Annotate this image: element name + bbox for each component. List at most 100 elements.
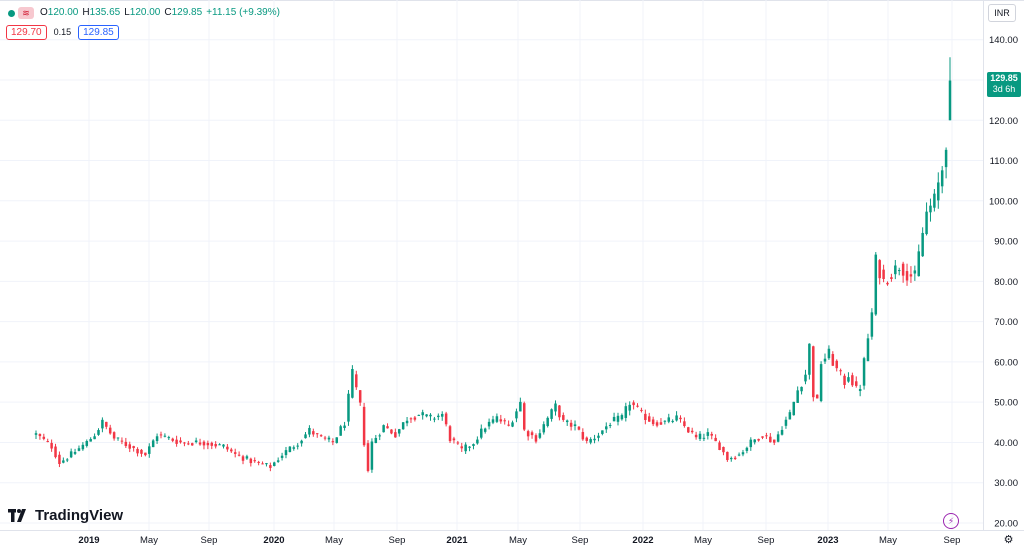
candle bbox=[776, 431, 780, 443]
candle bbox=[784, 416, 788, 429]
candle bbox=[433, 416, 436, 423]
candle bbox=[573, 420, 577, 431]
candle bbox=[835, 359, 838, 372]
close-label: C bbox=[164, 7, 172, 18]
candle bbox=[862, 356, 866, 390]
candle bbox=[460, 442, 464, 452]
candle bbox=[761, 436, 764, 440]
low-label: L bbox=[124, 7, 130, 18]
bid-ask-row: 129.70 0.15 129.85 bbox=[6, 24, 119, 40]
candle bbox=[183, 441, 186, 447]
time-axis[interactable]: 2019 May Sep 2020 May Sep 2021 May Sep 2022 May Sep… bbox=[0, 530, 1024, 547]
candle bbox=[323, 435, 327, 441]
candle bbox=[550, 408, 553, 422]
y-tick-label: 20.00 bbox=[994, 519, 1018, 530]
candle bbox=[464, 442, 467, 454]
candle bbox=[151, 439, 155, 448]
candle bbox=[714, 434, 717, 442]
candle bbox=[429, 413, 432, 421]
candle bbox=[308, 425, 311, 438]
candle bbox=[214, 441, 217, 449]
candle bbox=[558, 404, 561, 421]
candle bbox=[753, 439, 756, 445]
candle bbox=[120, 437, 124, 445]
candle bbox=[800, 386, 803, 395]
y-tick-label: 70.00 bbox=[994, 317, 1018, 328]
candle bbox=[815, 394, 819, 399]
sell-price-button[interactable]: 129.70 bbox=[6, 24, 47, 40]
candle bbox=[58, 451, 61, 468]
candle bbox=[62, 457, 65, 464]
candle bbox=[562, 412, 565, 422]
candle bbox=[894, 259, 897, 280]
status-dot-icon bbox=[8, 9, 15, 17]
y-tick-label: 40.00 bbox=[994, 438, 1018, 449]
candle bbox=[132, 445, 135, 452]
candle bbox=[585, 436, 588, 444]
y-tick-label: 90.00 bbox=[994, 237, 1018, 248]
candle bbox=[612, 412, 616, 422]
candle bbox=[745, 446, 749, 454]
candle bbox=[538, 429, 542, 440]
currency-button[interactable]: INR bbox=[988, 4, 1016, 22]
candle bbox=[218, 443, 221, 446]
candle bbox=[140, 448, 143, 457]
logo-text: TradingView bbox=[35, 507, 124, 524]
candle bbox=[366, 440, 370, 473]
candle bbox=[507, 420, 510, 427]
candle bbox=[808, 343, 811, 380]
candle bbox=[839, 368, 842, 376]
tradingview-logo[interactable]: TradingView bbox=[8, 507, 123, 524]
candle bbox=[589, 437, 592, 445]
candle bbox=[233, 448, 237, 458]
gear-icon[interactable]: ⚙ bbox=[1003, 534, 1014, 546]
candle bbox=[97, 428, 100, 436]
low-value: 120.00 bbox=[129, 7, 161, 18]
last-price-badge: 129.85 3d 6h bbox=[987, 72, 1021, 97]
candle bbox=[124, 437, 128, 448]
candle bbox=[948, 57, 952, 121]
tradingview-logo-icon bbox=[8, 509, 26, 522]
candle bbox=[194, 437, 198, 444]
candle bbox=[319, 434, 323, 438]
wave-toggle-icon[interactable]: ≋ bbox=[18, 7, 34, 19]
candle bbox=[347, 390, 350, 426]
candle bbox=[601, 430, 604, 436]
candle bbox=[870, 308, 874, 340]
candle bbox=[405, 416, 409, 427]
flash-icon[interactable]: ⚡ bbox=[943, 513, 959, 529]
candle bbox=[167, 435, 171, 441]
candle bbox=[374, 434, 378, 444]
candle bbox=[827, 345, 831, 360]
candle bbox=[565, 419, 569, 426]
candle bbox=[401, 422, 405, 430]
candle bbox=[769, 433, 772, 443]
candle bbox=[280, 452, 284, 461]
chart-grid bbox=[0, 0, 1024, 530]
last-price-value: 129.85 bbox=[990, 73, 1018, 83]
candle bbox=[300, 439, 303, 447]
candle bbox=[136, 447, 139, 457]
buy-price-button[interactable]: 129.85 bbox=[78, 24, 119, 40]
candle bbox=[339, 424, 342, 436]
candle bbox=[831, 351, 835, 367]
ohlc-legend: ≋ O120.00 H135.65 L120.00 C129.85 +11.15… bbox=[8, 6, 280, 20]
candle bbox=[487, 418, 491, 430]
candle bbox=[597, 432, 600, 442]
candle bbox=[476, 436, 479, 445]
candle bbox=[425, 414, 428, 418]
candle bbox=[858, 384, 862, 397]
candle bbox=[940, 166, 944, 194]
candle bbox=[624, 402, 628, 422]
x-tick-label: May bbox=[140, 535, 158, 546]
candle bbox=[69, 448, 73, 459]
candle bbox=[249, 457, 253, 467]
candle bbox=[101, 417, 104, 433]
candle bbox=[230, 447, 233, 453]
candle bbox=[851, 372, 854, 387]
candle bbox=[315, 433, 319, 438]
candle bbox=[241, 454, 245, 465]
candle bbox=[413, 415, 417, 422]
candle bbox=[222, 444, 225, 449]
